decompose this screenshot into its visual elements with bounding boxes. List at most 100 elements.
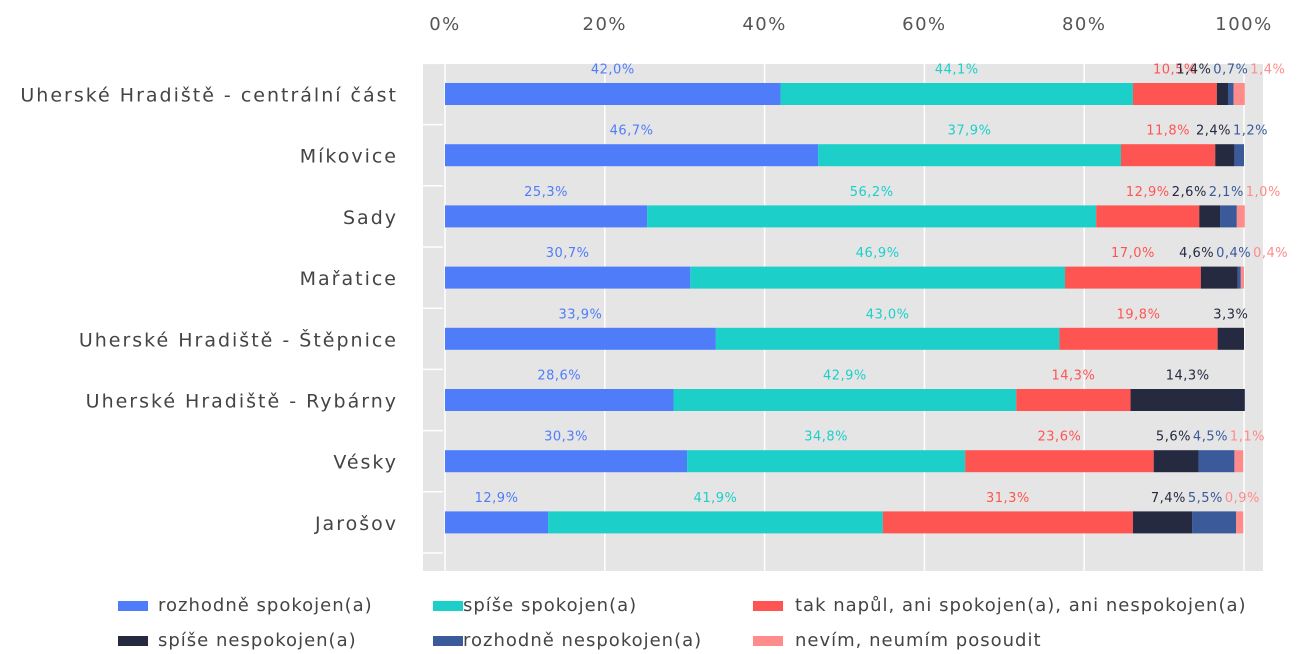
- bar-segment: [1217, 327, 1244, 350]
- bar-segment: [1016, 389, 1131, 411]
- bar-segment: [1198, 450, 1235, 473]
- value-label: 33,9%: [559, 307, 603, 322]
- bar-segment: [1236, 511, 1244, 534]
- value-label: 5,5%: [1188, 491, 1223, 506]
- value-label: 4,5%: [1193, 430, 1228, 445]
- bar-segment: [445, 205, 648, 228]
- bar-segment: [673, 389, 1017, 411]
- x-tick-label: 20%: [583, 14, 628, 35]
- value-label: 5,6%: [1156, 430, 1191, 445]
- category-label: Míkovice: [300, 146, 398, 168]
- bar-segment: [445, 144, 819, 167]
- value-label: 1,4%: [1250, 63, 1285, 78]
- bar-segment: [1132, 511, 1193, 534]
- bar-segment: [1233, 83, 1245, 105]
- bar-segment: [1192, 511, 1237, 534]
- category-label: Jarošov: [314, 513, 398, 535]
- value-label: 2,4%: [1196, 124, 1231, 139]
- value-label: 37,9%: [948, 124, 992, 139]
- x-tick-label: 40%: [742, 14, 787, 35]
- legend-marker: [433, 636, 463, 646]
- x-tick-label: 80%: [1062, 14, 1107, 35]
- legend-label: rozhodně spokojen(a): [158, 595, 373, 616]
- bar-segment: [1228, 83, 1234, 105]
- bar-segment: [1096, 205, 1200, 228]
- value-label: 30,7%: [546, 246, 590, 261]
- value-label: 0,7%: [1213, 63, 1248, 78]
- bar-segment: [445, 511, 549, 534]
- value-label: 56,2%: [850, 185, 894, 200]
- legend-label: spíše spokojen(a): [463, 595, 637, 616]
- value-label: 34,8%: [804, 430, 848, 445]
- bar-segment: [1220, 205, 1237, 228]
- value-label: 0,9%: [1225, 491, 1260, 506]
- bar-segment: [1199, 205, 1221, 228]
- legend-label: spíše nespokojen(a): [158, 630, 357, 651]
- bar-segment: [715, 327, 1060, 350]
- category-label: Vésky: [333, 452, 398, 474]
- value-label: 12,9%: [475, 491, 519, 506]
- value-label: 11,8%: [1146, 124, 1190, 139]
- value-label: 0,4%: [1253, 246, 1288, 261]
- value-label: 14,3%: [1052, 369, 1096, 384]
- value-label: 3,3%: [1213, 307, 1248, 322]
- bar-segment: [1236, 205, 1245, 228]
- bar-segment: [445, 83, 781, 105]
- category-label: Sady: [343, 207, 398, 229]
- bar-segment: [882, 511, 1133, 534]
- value-label: 41,9%: [694, 491, 738, 506]
- value-label: 14,3%: [1166, 369, 1210, 384]
- bar-segment: [1120, 144, 1216, 167]
- value-label: 44,1%: [935, 63, 979, 78]
- value-label: 4,6%: [1179, 246, 1214, 261]
- bar-segment: [1216, 83, 1229, 105]
- value-label: 12,9%: [1126, 185, 1170, 200]
- bar-segment: [445, 266, 691, 289]
- bar-segment: [1059, 327, 1218, 350]
- value-label: 43,0%: [866, 307, 910, 322]
- bar-segment: [1237, 266, 1241, 289]
- value-label: 30,3%: [544, 430, 588, 445]
- bar-segment: [445, 327, 716, 350]
- bar-segment: [1130, 389, 1245, 411]
- value-label: 25,3%: [524, 185, 568, 200]
- category-label: Mařatice: [300, 268, 398, 290]
- value-label: 1,1%: [1230, 430, 1265, 445]
- x-tick-label: 0%: [429, 14, 461, 35]
- legend-label: nevím, neumím posoudit: [795, 630, 1042, 651]
- value-label: 2,6%: [1172, 185, 1207, 200]
- bar-segment: [1240, 266, 1244, 289]
- x-tick-label: 60%: [902, 14, 947, 35]
- category-label: Uherské Hradiště - Štěpnice: [79, 327, 398, 351]
- value-label: 28,6%: [537, 369, 581, 384]
- legend-marker: [118, 636, 148, 646]
- bar-segment: [1215, 144, 1235, 167]
- bar-segment: [687, 450, 966, 473]
- legend-label: tak napůl, ani spokojen(a), ani nespokoj…: [795, 595, 1247, 616]
- value-label: 46,9%: [856, 246, 900, 261]
- value-label: 7,4%: [1151, 491, 1186, 506]
- bar-segment: [965, 450, 1154, 473]
- bar-segment: [1234, 450, 1244, 473]
- value-label: 17,0%: [1111, 246, 1155, 261]
- value-label: 42,0%: [591, 63, 635, 78]
- bar-segment: [1065, 266, 1201, 289]
- bar-segment: [1200, 266, 1238, 289]
- value-label: 1,4%: [1176, 63, 1211, 78]
- category-label: Uherské Hradiště - centrální část: [20, 85, 398, 107]
- bar-segment: [690, 266, 1066, 289]
- value-label: 42,9%: [823, 369, 867, 384]
- value-label: 19,8%: [1117, 307, 1161, 322]
- value-label: 46,7%: [610, 124, 654, 139]
- legend-marker: [433, 601, 463, 611]
- legend-label: rozhodně nespokojen(a): [463, 630, 702, 651]
- value-label: 1,2%: [1233, 124, 1268, 139]
- value-label: 1,0%: [1246, 185, 1281, 200]
- legend-marker: [753, 636, 783, 646]
- legend-marker: [753, 601, 783, 611]
- bar-segment: [1153, 450, 1199, 473]
- value-label: 31,3%: [986, 491, 1030, 506]
- bar-segment: [1234, 144, 1244, 167]
- bar-segment: [445, 450, 688, 473]
